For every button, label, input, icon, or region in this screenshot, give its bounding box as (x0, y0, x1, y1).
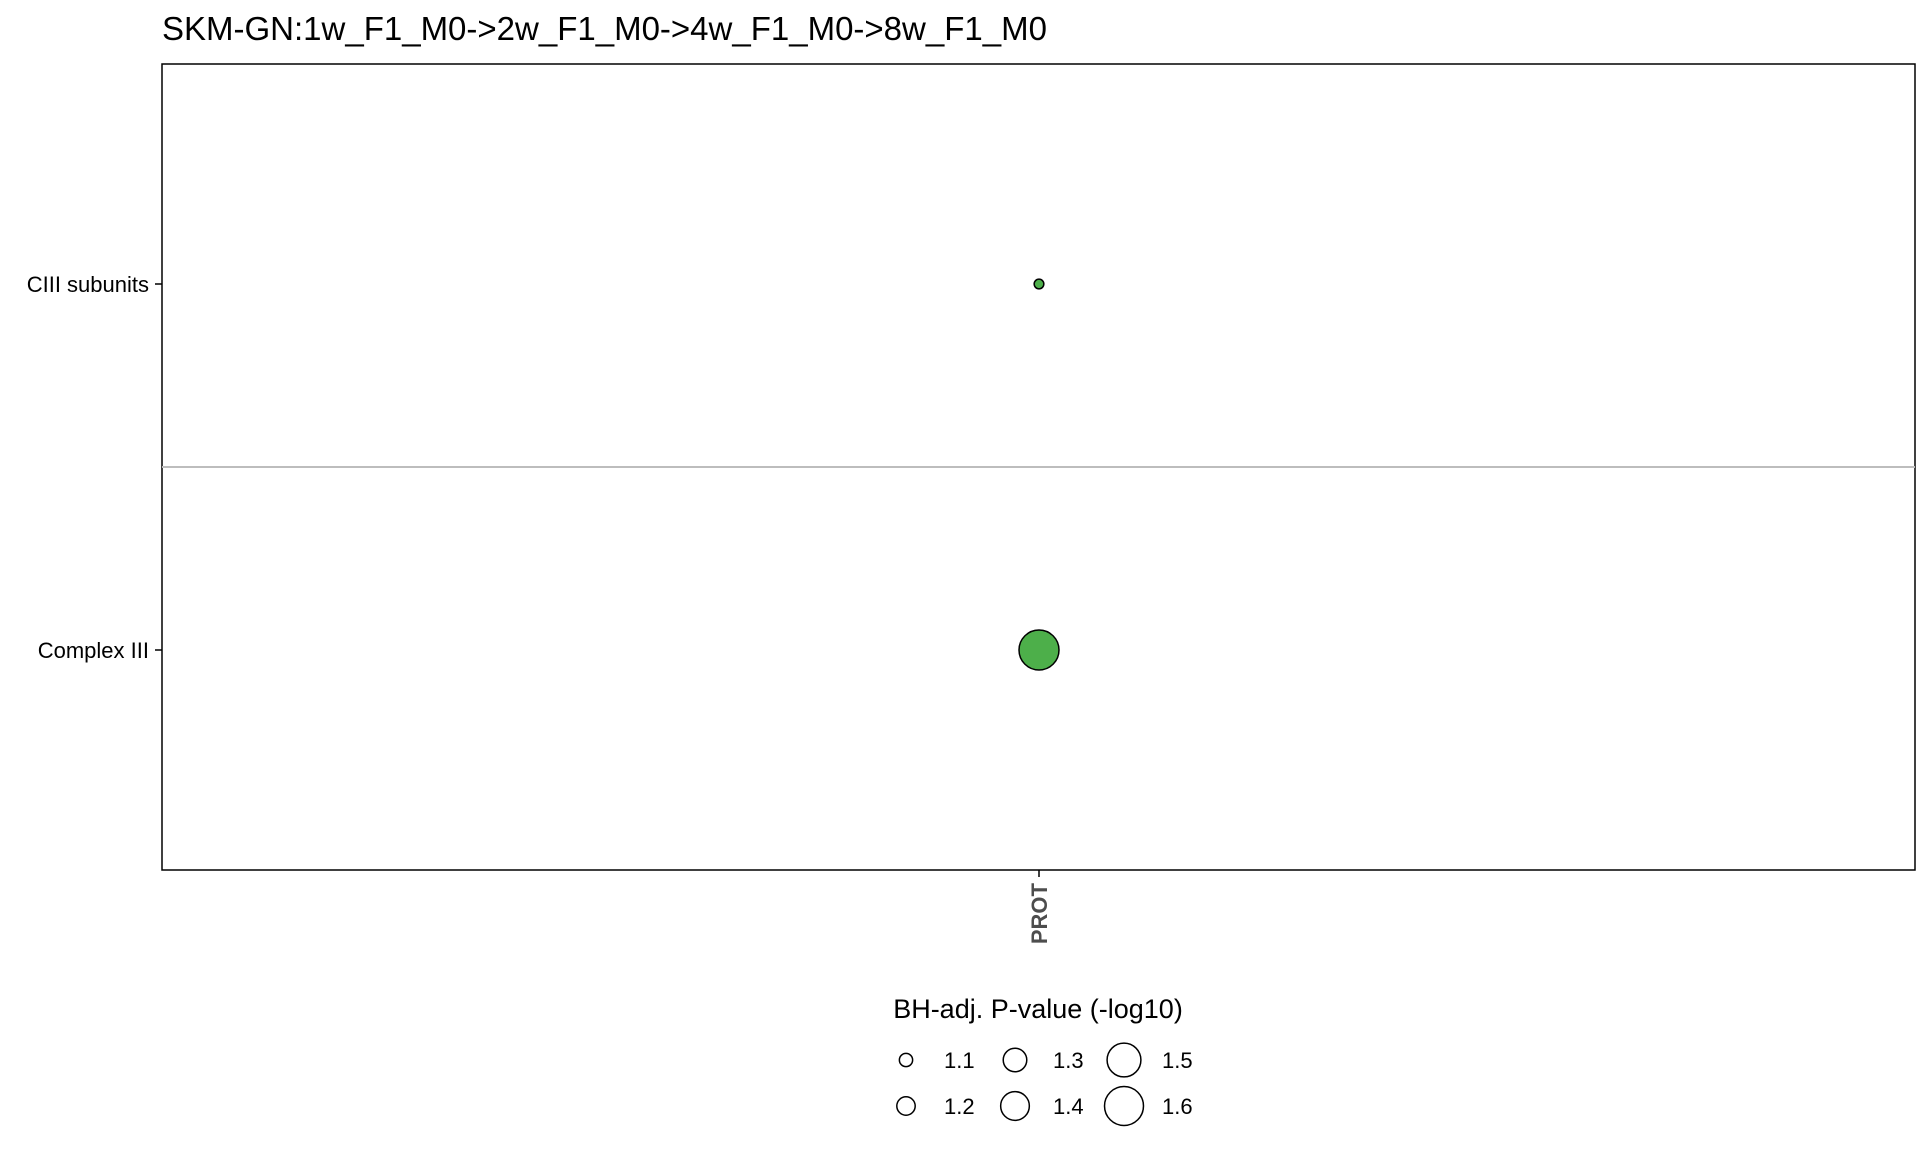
legend-key-1-2 (896, 1096, 916, 1116)
x-axis: PROT (1027, 870, 1052, 944)
legend-key-1-5 (1106, 1042, 1142, 1078)
y-axis: CIII subunits Complex III (27, 272, 162, 663)
y-tick-label-ciii-subunits: CIII subunits (27, 272, 149, 297)
legend-key-1-1 (898, 1052, 914, 1068)
legend-label-1-4: 1.4 (1053, 1094, 1084, 1119)
legend-title: BH-adj. P-value (-log10) (893, 994, 1183, 1024)
y-tick-label-complex-iii: Complex III (38, 638, 149, 663)
data-points (1018, 278, 1060, 671)
legend-label-1-1: 1.1 (944, 1048, 975, 1073)
legend-label-1-3: 1.3 (1053, 1048, 1084, 1073)
point-ciii-subunits (1033, 278, 1045, 290)
legend: 1.1 1.3 1.5 1.2 1.4 1.6 (896, 1042, 1193, 1127)
legend-label-1-5: 1.5 (1162, 1048, 1193, 1073)
point-complex-iii (1018, 629, 1060, 671)
legend-key-1-3 (1002, 1047, 1028, 1073)
legend-label-1-6: 1.6 (1162, 1094, 1193, 1119)
legend-label-1-2: 1.2 (944, 1094, 975, 1119)
chart-title: SKM-GN:1w_F1_M0->2w_F1_M0->4w_F1_M0->8w_… (162, 10, 1047, 47)
legend-key-1-4 (999, 1090, 1031, 1122)
x-tick-label-prot: PROT (1027, 882, 1052, 944)
legend-key-1-6 (1103, 1085, 1145, 1127)
